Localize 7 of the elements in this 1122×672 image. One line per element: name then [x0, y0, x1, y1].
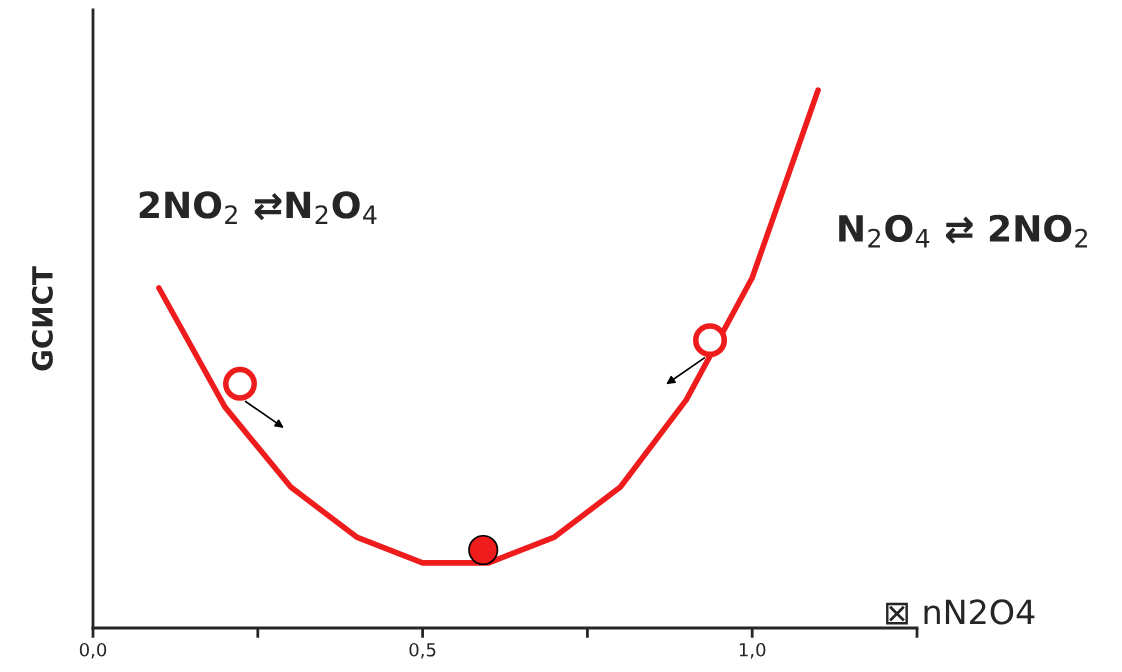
x-axis-title: ⊠ nN2O4 — [886, 599, 1035, 625]
x-tick-label: 0,5 — [409, 642, 436, 659]
x-tick-label: 1,0 — [739, 642, 766, 659]
annotation: N$_{2}$O$_{4}$ ⇄ 2NO$_{2}$ — [839, 214, 1087, 248]
annotation: 2NO$_{2}$ ⇄N$_{2}$O$_{4}$ — [139, 191, 377, 224]
y-axis-title: GСИСТ — [31, 266, 53, 371]
x-tick-label: 0,0 — [79, 642, 107, 659]
